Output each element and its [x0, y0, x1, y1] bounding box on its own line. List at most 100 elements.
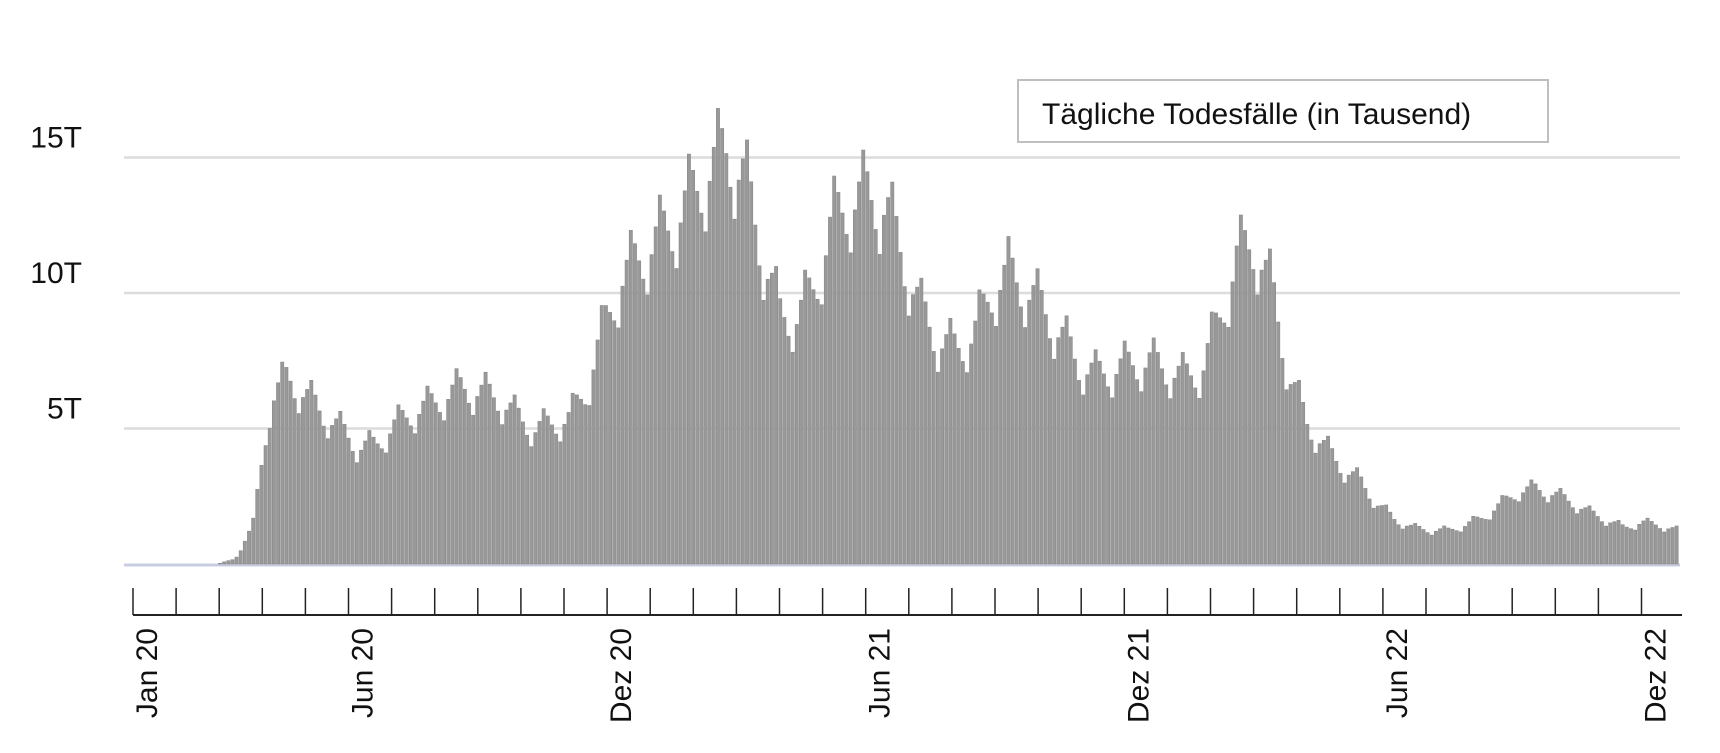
bar	[1346, 474, 1351, 565]
bar	[454, 368, 459, 565]
bar	[550, 424, 554, 565]
bar	[1479, 518, 1484, 565]
bar	[292, 398, 297, 565]
bar	[1077, 380, 1081, 565]
bar	[1222, 322, 1227, 565]
bar	[529, 446, 534, 565]
bar	[1330, 448, 1335, 565]
bar	[1342, 482, 1347, 565]
bar	[1425, 532, 1430, 565]
bar	[1595, 516, 1600, 565]
bar	[234, 556, 239, 565]
bar	[633, 243, 637, 565]
bar	[1326, 435, 1330, 565]
bar	[1334, 461, 1339, 565]
bar	[338, 411, 343, 565]
y-axis-labels: 5T 10T 15T	[30, 122, 82, 426]
bar	[541, 408, 546, 565]
bar	[1421, 529, 1426, 565]
bar	[657, 194, 662, 565]
bar	[803, 269, 808, 565]
bar	[1102, 373, 1106, 565]
bar	[317, 410, 322, 565]
bar	[583, 404, 588, 565]
bar	[1197, 398, 1202, 565]
legend-label: Tägliche Todesfälle (in Tausend)	[1042, 98, 1471, 131]
bar	[612, 320, 617, 565]
bar	[674, 268, 679, 565]
bar	[931, 351, 936, 565]
bar	[923, 301, 928, 565]
bar	[981, 293, 986, 565]
bar	[608, 312, 613, 565]
bar	[1321, 440, 1326, 565]
bar	[500, 424, 505, 565]
bar	[1284, 389, 1289, 565]
bar	[1317, 443, 1322, 565]
bar	[1301, 401, 1306, 565]
bar	[1280, 358, 1285, 565]
bar	[782, 317, 787, 565]
bar	[873, 229, 878, 565]
x-tick-label: Dez 22	[1640, 628, 1673, 723]
bar	[379, 448, 384, 565]
bar	[998, 290, 1003, 565]
bar	[1313, 452, 1318, 565]
y-tick-label: 15T	[30, 122, 82, 155]
bar	[1014, 282, 1019, 565]
bar	[1570, 507, 1575, 565]
y-tick-label: 5T	[47, 393, 82, 426]
x-tick-label: Dez 21	[1122, 628, 1155, 723]
bar	[1056, 337, 1061, 565]
bar	[1537, 490, 1542, 565]
bar	[255, 489, 260, 565]
bar	[425, 385, 430, 565]
bar	[1633, 529, 1638, 565]
bar	[653, 226, 658, 565]
bar	[852, 209, 857, 565]
bar	[1587, 505, 1592, 565]
bar	[960, 361, 965, 565]
bar	[935, 371, 940, 565]
bar	[350, 451, 355, 565]
bar	[226, 560, 231, 565]
bar	[728, 186, 733, 565]
bar	[1180, 352, 1185, 565]
bar	[620, 285, 625, 565]
bar	[1492, 510, 1496, 565]
bar	[1624, 526, 1629, 565]
bar	[404, 417, 409, 565]
bar	[247, 530, 251, 565]
bar	[1359, 476, 1364, 565]
bar	[807, 277, 812, 565]
bar	[977, 289, 982, 565]
bar	[844, 234, 849, 565]
y-tick-label: 10T	[30, 257, 82, 290]
bar	[1060, 326, 1065, 565]
bar	[1114, 374, 1119, 565]
bar	[1434, 530, 1438, 565]
bar	[637, 260, 642, 565]
bar	[1512, 499, 1517, 565]
bar	[828, 216, 832, 565]
bar	[836, 192, 841, 565]
bar	[491, 397, 496, 565]
bar	[769, 272, 774, 565]
bar	[1185, 363, 1189, 565]
bar	[1052, 358, 1057, 565]
bar	[678, 222, 683, 565]
bar	[906, 315, 911, 565]
bar	[815, 298, 820, 565]
bar	[408, 425, 413, 565]
bar	[1616, 520, 1621, 565]
bar	[1122, 340, 1127, 565]
bar	[458, 377, 463, 565]
bar	[442, 420, 447, 565]
bar	[666, 230, 671, 565]
bar	[898, 252, 903, 565]
bar	[363, 440, 368, 565]
bar	[284, 367, 289, 565]
bar	[508, 402, 513, 565]
bar	[462, 388, 467, 565]
bar	[384, 452, 388, 565]
